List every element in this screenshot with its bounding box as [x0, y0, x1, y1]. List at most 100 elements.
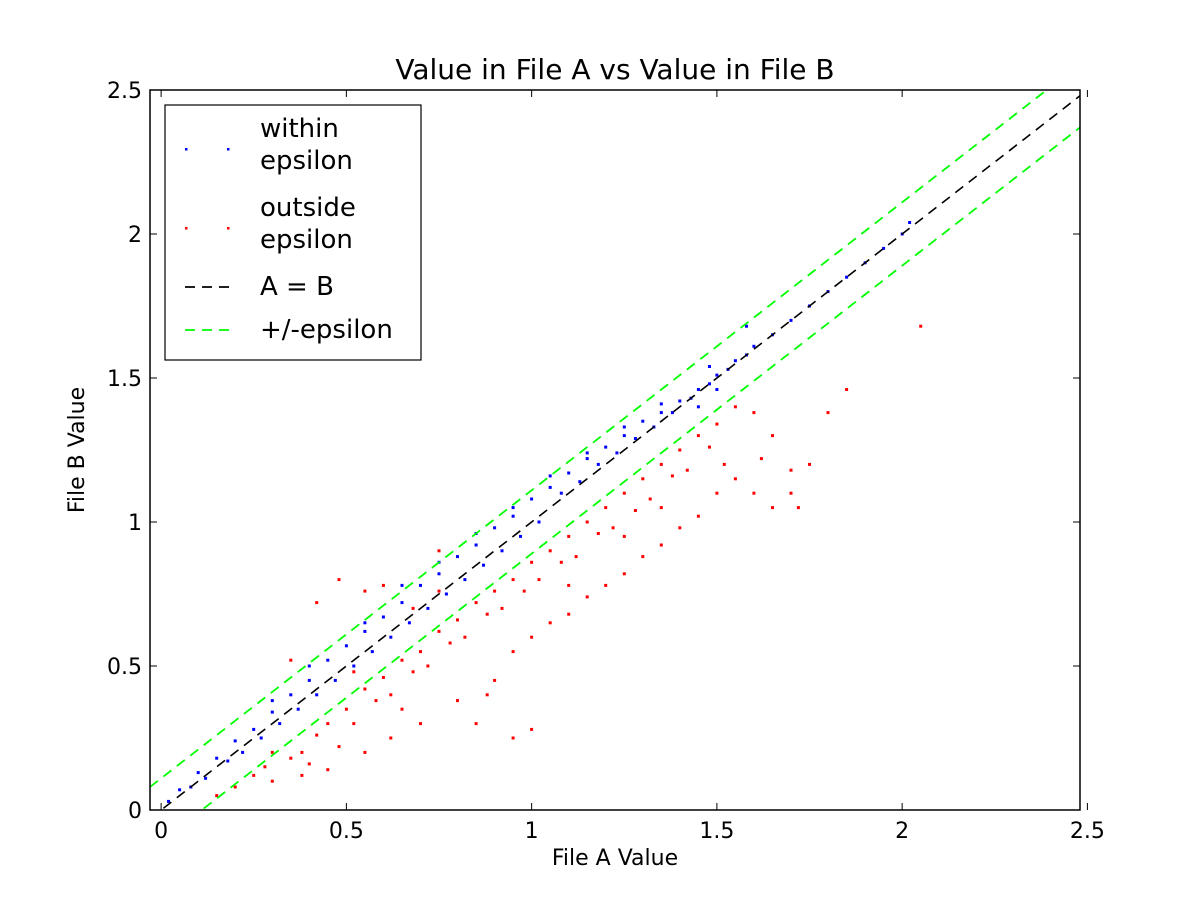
data-point	[745, 324, 748, 328]
data-point	[604, 445, 608, 449]
data-point	[548, 474, 552, 478]
data-point	[752, 344, 756, 348]
data-point	[622, 572, 626, 576]
x-tick-label: 1.5	[699, 819, 734, 844]
data-point	[400, 658, 404, 662]
data-point	[456, 618, 459, 622]
data-point	[596, 532, 600, 535]
data-point	[426, 664, 430, 668]
data-point	[633, 509, 637, 512]
x-tick-label: 2	[895, 819, 909, 844]
data-point	[252, 727, 256, 731]
legend-label: outside	[260, 193, 356, 223]
data-point	[263, 765, 267, 769]
data-point	[633, 437, 637, 440]
data-point	[411, 606, 415, 610]
data-point	[419, 583, 422, 587]
data-point	[448, 641, 452, 645]
data-point	[908, 221, 912, 224]
data-point	[333, 678, 337, 682]
data-point	[252, 773, 256, 777]
data-point	[567, 534, 571, 538]
identity-line	[159, 95, 1080, 810]
data-point	[400, 707, 404, 711]
data-point	[326, 722, 330, 726]
data-point	[215, 756, 219, 760]
data-point	[548, 485, 552, 489]
data-point	[315, 733, 319, 737]
data-point	[289, 693, 293, 697]
data-point	[259, 736, 263, 740]
data-point	[659, 506, 663, 510]
data-point	[826, 411, 830, 415]
data-point	[381, 583, 385, 587]
data-point	[708, 382, 711, 386]
x-tick-label: 0	[154, 819, 168, 844]
data-point	[500, 549, 504, 553]
data-point	[474, 543, 478, 547]
data-point	[530, 497, 534, 501]
data-point	[759, 457, 763, 461]
data-point	[615, 451, 619, 455]
data-point	[559, 491, 563, 495]
data-point	[241, 750, 245, 754]
data-point	[500, 606, 504, 610]
data-point	[411, 670, 415, 674]
data-point	[204, 776, 208, 780]
data-point	[659, 411, 663, 415]
data-point	[344, 707, 348, 711]
data-point	[400, 583, 404, 587]
data-point	[659, 462, 663, 466]
data-point	[678, 526, 682, 530]
data-point	[796, 506, 800, 510]
data-point	[326, 768, 330, 772]
data-point	[307, 664, 311, 668]
y-tick-label: 1	[128, 511, 142, 536]
y-axis-label: File B Value	[65, 387, 90, 513]
data-point	[456, 699, 459, 703]
legend-label: +/-epsilon	[260, 315, 393, 345]
data-point	[659, 402, 663, 406]
tick-layer: 0 0.5 1 1.5 2 2.5 0 0.5 1 1.5 2 2.5	[107, 79, 1105, 844]
data-point	[622, 434, 626, 438]
data-point	[567, 612, 571, 616]
data-point	[337, 745, 341, 749]
plot-content	[150, 90, 1080, 810]
data-point	[456, 555, 459, 559]
data-point	[167, 799, 170, 803]
data-point	[315, 601, 319, 605]
data-point	[493, 678, 497, 682]
data-point	[641, 555, 645, 559]
legend-box	[164, 104, 422, 361]
epsilon-upper-line	[150, 90, 1049, 788]
data-point	[845, 275, 849, 279]
data-point	[493, 526, 497, 530]
data-point	[670, 411, 674, 415]
data-point	[307, 678, 311, 682]
data-point	[226, 759, 230, 763]
data-point	[771, 506, 774, 510]
data-point	[463, 578, 467, 582]
data-point	[437, 572, 441, 576]
data-point	[537, 520, 541, 524]
plot-area	[149, 89, 1081, 811]
data-point	[696, 405, 700, 409]
data-point	[270, 779, 274, 783]
data-point	[300, 750, 304, 754]
data-point	[708, 445, 711, 449]
data-point	[585, 520, 589, 524]
data-point	[419, 650, 422, 654]
data-point	[808, 462, 811, 466]
data-point	[596, 462, 600, 466]
data-point	[482, 563, 485, 567]
data-point	[678, 448, 682, 452]
y-tick-label: 1.5	[107, 367, 142, 392]
data-point	[789, 468, 793, 472]
data-point	[715, 491, 719, 495]
y-tick-label: 2.5	[107, 79, 142, 104]
data-point	[722, 462, 726, 466]
series-1-points	[215, 324, 923, 798]
data-point	[604, 506, 608, 510]
data-point	[289, 756, 293, 760]
data-point	[307, 762, 311, 766]
